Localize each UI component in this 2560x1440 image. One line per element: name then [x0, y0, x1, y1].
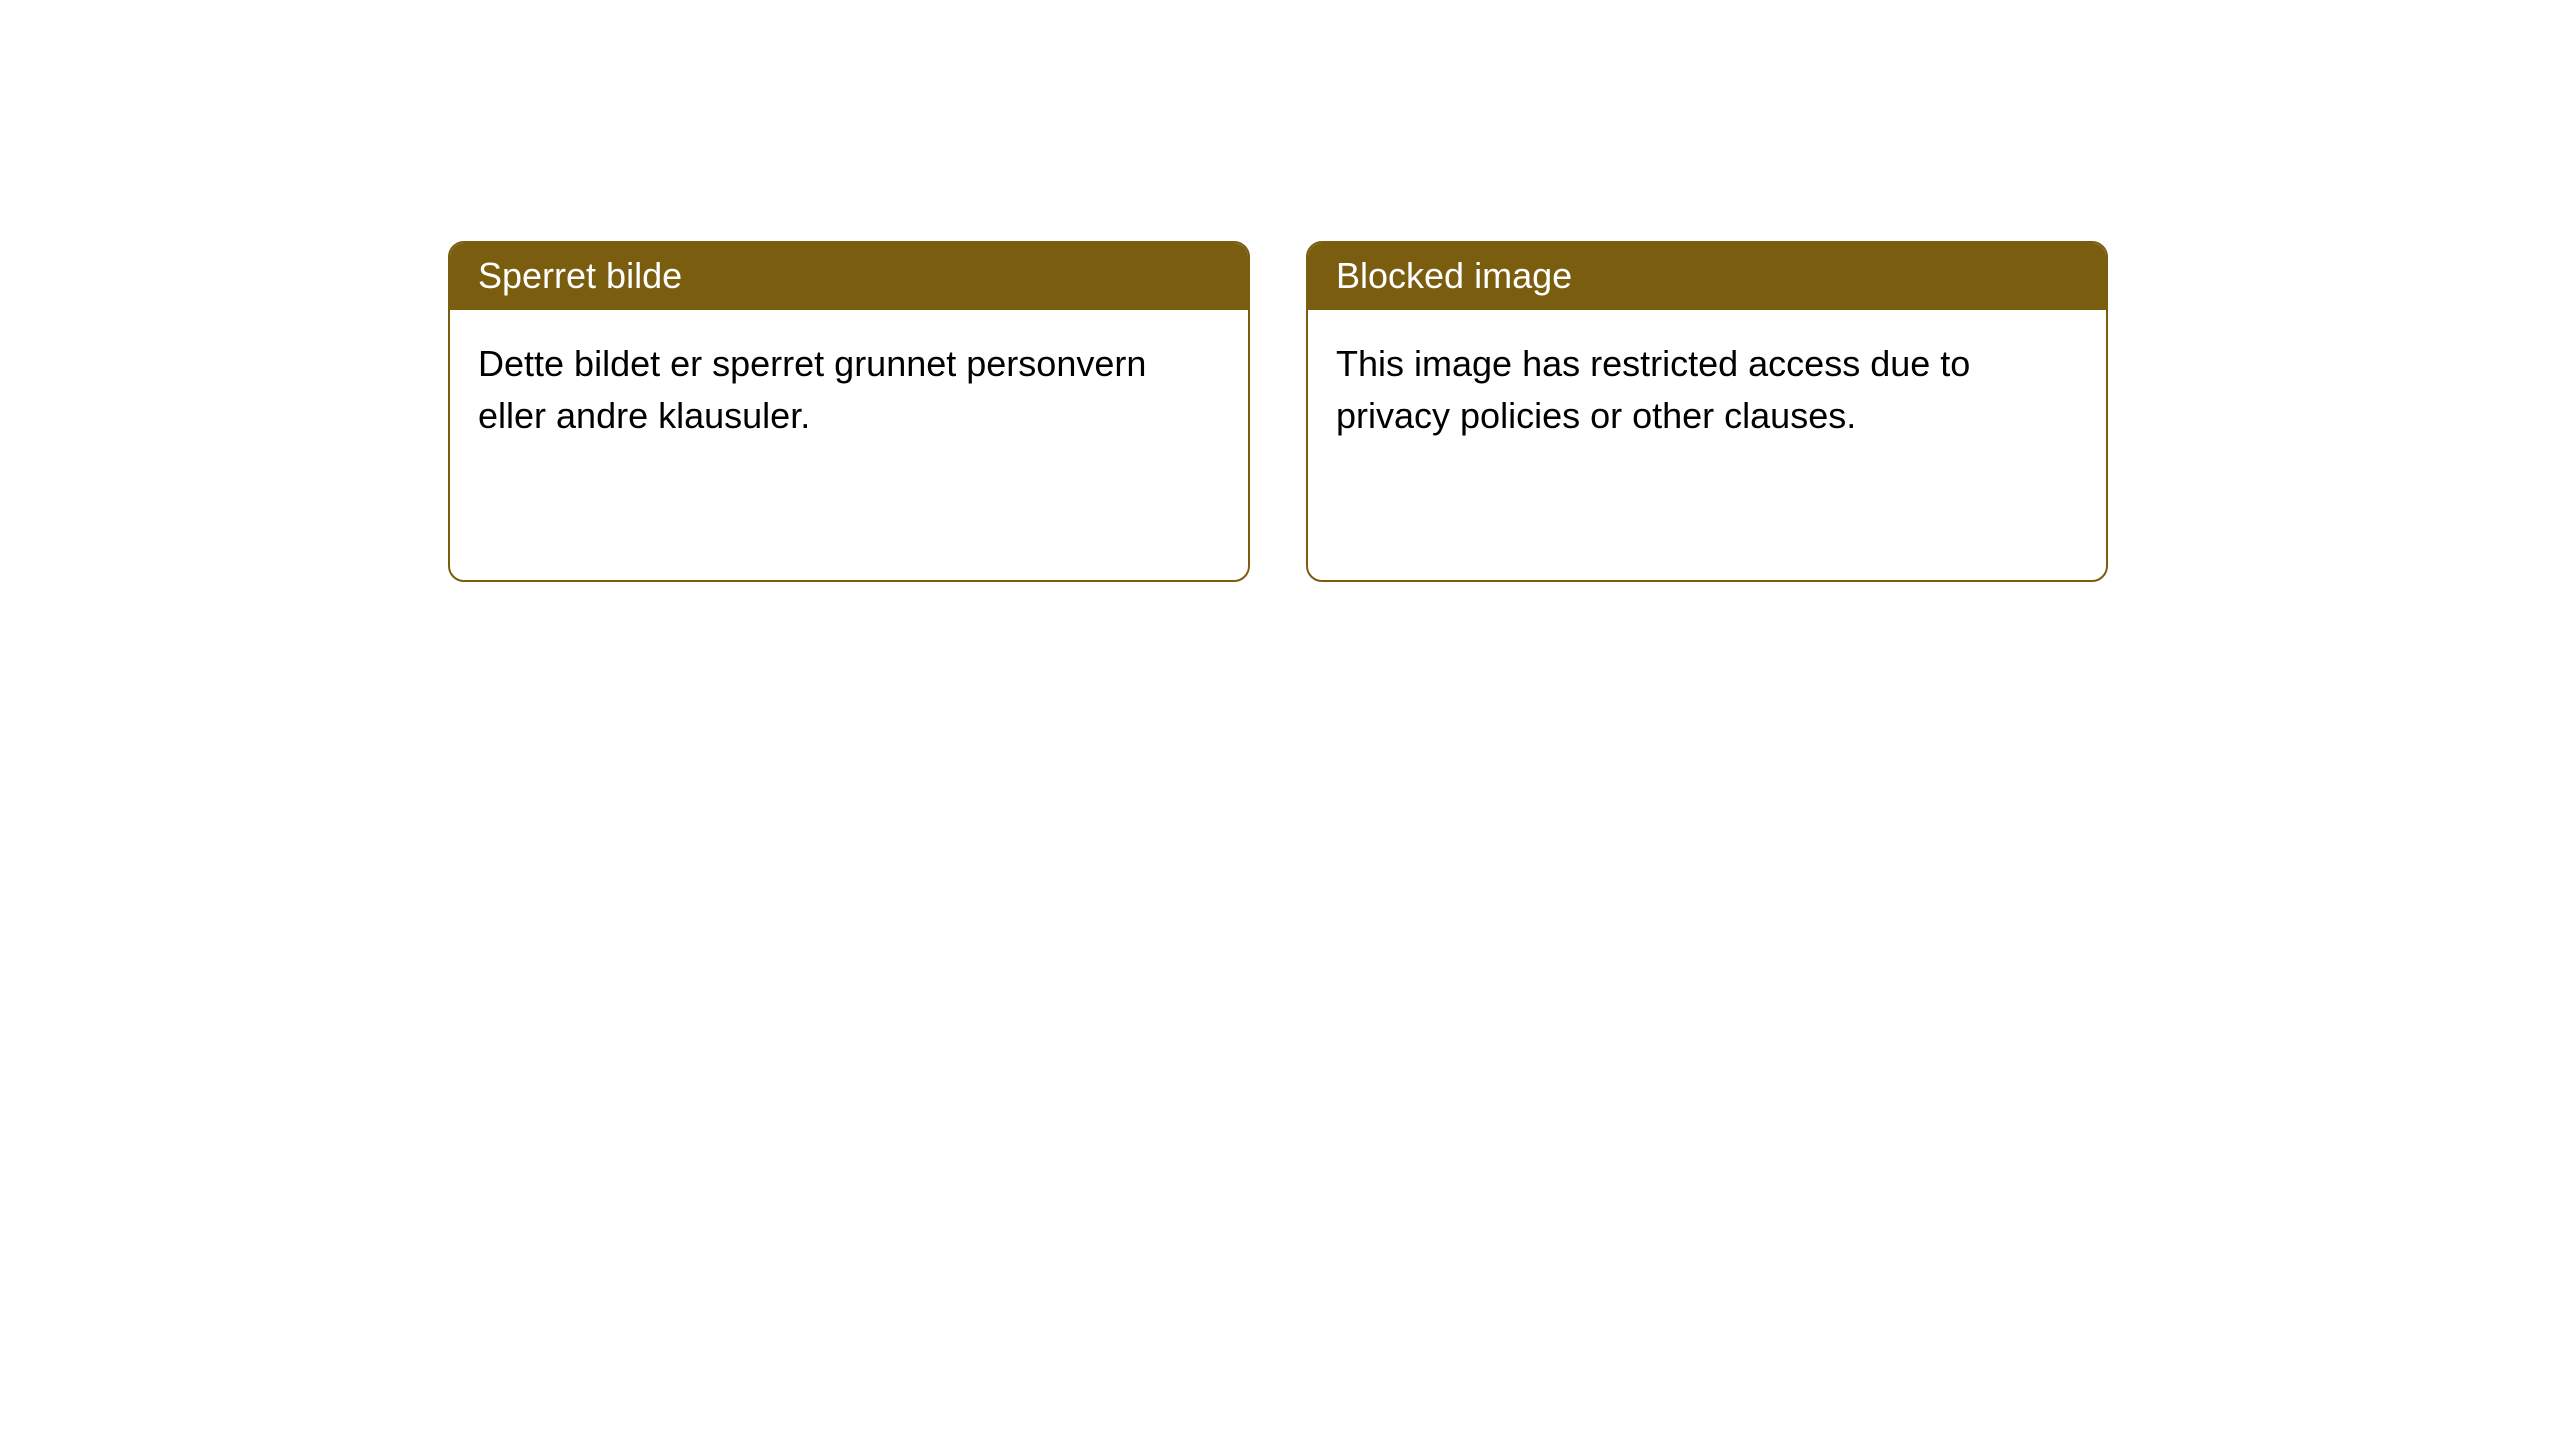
notice-title: Sperret bilde: [450, 243, 1248, 310]
notice-card-norwegian: Sperret bilde Dette bildet er sperret gr…: [448, 241, 1250, 582]
notice-text: Dette bildet er sperret grunnet personve…: [478, 338, 1220, 442]
notice-body: Dette bildet er sperret grunnet personve…: [450, 310, 1248, 580]
notice-card-english: Blocked image This image has restricted …: [1306, 241, 2108, 582]
notice-body: This image has restricted access due to …: [1308, 310, 2106, 580]
notice-container: Sperret bilde Dette bildet er sperret gr…: [0, 0, 2560, 582]
notice-title: Blocked image: [1308, 243, 2106, 310]
notice-text: This image has restricted access due to …: [1336, 338, 2078, 442]
